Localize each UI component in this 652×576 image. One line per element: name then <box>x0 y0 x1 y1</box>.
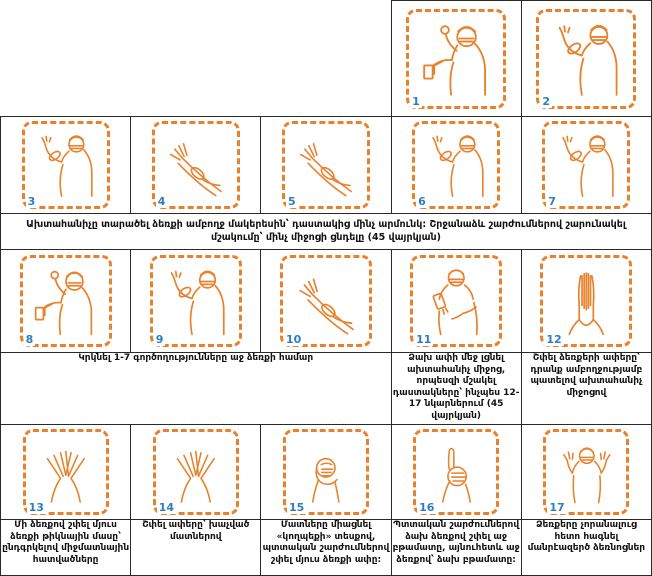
step-number: 12 <box>544 333 564 346</box>
thumb-rub-icon <box>442 447 472 503</box>
step-number: 9 <box>153 333 166 346</box>
step-cell-13: 13 <box>0 424 132 520</box>
rub-extended-arm-icon <box>299 278 354 335</box>
step-number: 10 <box>283 333 304 346</box>
step-cell-8: 8 <box>0 249 132 353</box>
step-cell-6: 6 <box>390 116 522 214</box>
caption-step-14: Շփել ափերը՝ խաչված մատներով <box>130 519 262 576</box>
fingers-interlaced-icon <box>176 450 215 503</box>
step-number: 8 <box>23 333 36 346</box>
step-number: 6 <box>416 195 428 208</box>
step-cell-7: 7 <box>520 116 652 214</box>
step-cell-11: 11 <box>390 249 522 353</box>
step-frame: 1 <box>406 8 507 109</box>
rub-forearm-icon <box>431 135 484 198</box>
step-number: 1 <box>410 94 422 108</box>
palms-rub-icon <box>568 271 605 335</box>
step-cell-15: 15 <box>260 424 392 520</box>
caption-spread-antiseptic: Ախտահանիչը տարածել ձեռքի ամբողջ մակերեսի… <box>0 213 652 250</box>
fingers-interlaced-icon <box>46 450 85 503</box>
step-number: 3 <box>25 195 38 208</box>
step-frame: 10 <box>279 255 372 347</box>
step-frame: 16 <box>413 429 500 515</box>
step-number: 16 <box>417 501 437 514</box>
rub-extended-arm-icon <box>300 143 353 197</box>
step-number: 17 <box>547 501 567 514</box>
step-cell-12: 12 <box>520 249 652 353</box>
step-number: 4 <box>155 195 168 208</box>
fist-lock-icon <box>312 458 340 503</box>
step-frame: 12 <box>540 255 633 347</box>
rub-forearm-icon <box>170 270 225 335</box>
caption-step-15: Մատները միացնել «կողպեքի» տեսքով, պտտակա… <box>260 519 392 576</box>
pour-into-palm-icon <box>431 269 478 335</box>
step-frame: 15 <box>282 429 369 515</box>
caption-pour-palm: Ձախ ափի մեջ լցնել ախտահանիչ միջոց, որպես… <box>390 352 522 425</box>
step-frame: 8 <box>19 255 112 347</box>
hands-raised-icon <box>562 447 611 504</box>
rub-forearm-icon <box>562 135 614 198</box>
step-cell-3: 3 <box>0 116 132 214</box>
step-cell-10: 10 <box>260 249 392 353</box>
step-number: 14 <box>156 501 177 514</box>
step-frame: 2 <box>536 8 637 109</box>
step-cell-5: 5 <box>260 116 392 214</box>
dispenser-press-icon <box>35 270 93 335</box>
step-frame: 9 <box>149 255 242 347</box>
step-number: 13 <box>26 501 46 514</box>
step-frame: 14 <box>152 429 239 515</box>
step-number: 11 <box>414 333 434 346</box>
step-cell-2: 2 <box>520 0 652 117</box>
step-cell-4: 4 <box>130 116 262 214</box>
caption-step-17: Ձեռքերը չորանալուց հետո հագնել մանրէազեր… <box>520 519 652 576</box>
step-number: 15 <box>286 501 307 514</box>
caption-step-13: Մի ձեռքով շփել մյուս ձեռքի թիկնային մասը… <box>0 519 132 576</box>
step-cell-16: 16 <box>390 424 522 520</box>
step-number: 2 <box>540 94 553 108</box>
step-frame: 3 <box>21 121 110 209</box>
rub-extended-arm-icon <box>170 143 223 197</box>
step-frame: 13 <box>22 429 109 515</box>
rub-forearm-icon <box>558 24 618 96</box>
step-cell-17: 17 <box>520 424 652 520</box>
rub-forearm-icon <box>41 135 93 198</box>
step-frame: 4 <box>151 121 240 209</box>
step-cell-9: 9 <box>130 249 262 353</box>
step-frame: 17 <box>543 429 630 515</box>
blank-area <box>0 0 392 117</box>
step-frame: 6 <box>412 121 501 209</box>
step-frame: 5 <box>281 121 370 209</box>
step-number: 5 <box>285 195 298 208</box>
caption-rub-palms: Շփել ձեռքերի ափերը՝ դրանք ամբողջությամբ … <box>520 352 652 425</box>
dispenser-press-icon <box>422 25 486 96</box>
step-frame: 7 <box>542 121 631 209</box>
step-frame: 11 <box>410 255 503 347</box>
step-cell-1: 1 <box>390 0 522 117</box>
caption-step-16: Պտտական շարժումներով ձախ ձեռքով շփել աջ … <box>390 519 522 576</box>
caption-repeat-1-7: Կրկնել 1-7 գործողությունները աջ ձեռքի հա… <box>0 352 392 425</box>
step-cell-14: 14 <box>130 424 262 520</box>
step-number: 7 <box>546 195 559 208</box>
